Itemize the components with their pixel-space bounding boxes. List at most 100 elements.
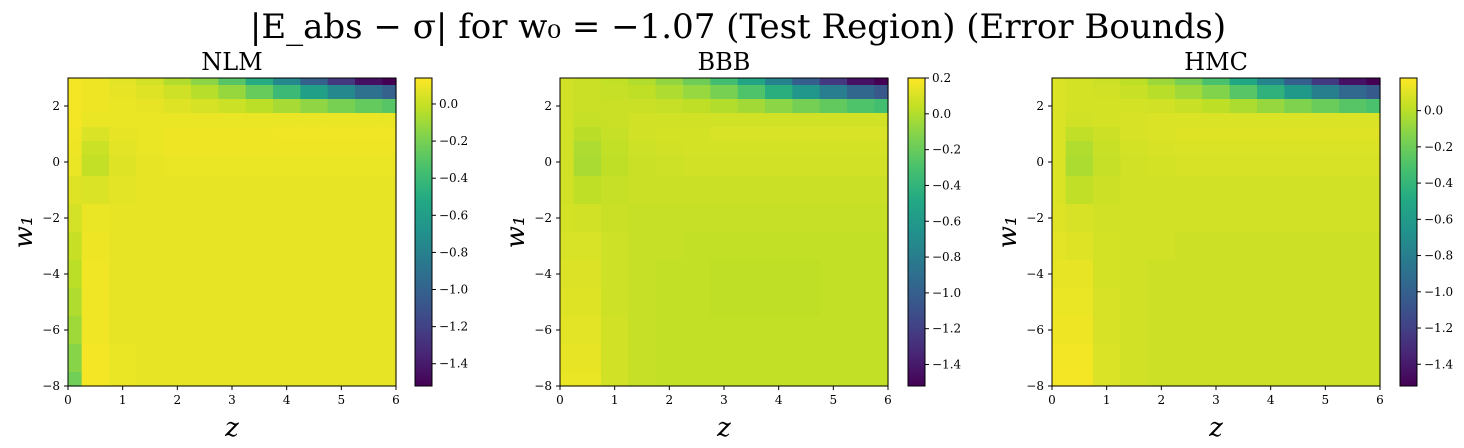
y-tick-label: −2 [42,211,60,225]
heatmap-cell [874,372,889,387]
heatmap-cell [1284,204,1313,233]
heatmap-cell [1284,155,1313,177]
heatmap-cell [847,155,875,177]
heatmap-cell [628,260,657,289]
heatmap-cell [792,232,821,261]
heatmap-cell [218,85,247,100]
heatmap-cell [765,78,793,86]
heatmap-cell [1257,127,1285,142]
heatmap-cell [710,176,739,205]
heatmap-cell [163,127,192,142]
y-tick-label: −2 [534,211,552,225]
heatmap-cell [68,344,83,373]
y-tick-label: −8 [1026,379,1044,393]
heatmap-cell [1229,99,1258,114]
heatmap-cell [1093,155,1121,177]
heatmap-cell [1339,141,1367,156]
heatmap-cell [109,176,137,205]
heatmap-cell [1093,260,1121,289]
heatmap-cell [1065,141,1094,156]
heatmap-cell [601,372,629,387]
heatmap-cell [1229,127,1258,142]
heatmap-cell [136,85,165,100]
y-axis-label: w₁ [501,216,531,249]
heatmap-cell [327,260,356,289]
heatmap-cell [792,113,821,128]
heatmap-cell [1093,85,1121,100]
heatmap-cell [1339,127,1367,142]
colorbar-tick-label: −1.2 [1424,321,1453,335]
heatmap-cell [1257,288,1285,317]
heatmap-cell [1229,260,1258,289]
heatmap-cell [1311,78,1340,86]
heatmap-cell [136,155,165,177]
heatmap-cell [273,85,301,100]
x-tick-label: 1 [611,393,619,407]
heatmap-cell [792,260,821,289]
heatmap-cell [1175,78,1203,86]
heatmap-cell [81,85,110,100]
heatmap-cell [601,113,629,128]
heatmap-cell [601,344,629,373]
heatmap-cell [1366,127,1381,142]
heatmap-cell [1175,127,1203,142]
heatmap-cell [136,99,165,114]
heatmap-cell [109,372,137,387]
heatmap-cell [136,344,165,373]
heatmap-cell [382,344,397,373]
heatmap-cell [1052,344,1067,373]
heatmap-cells [1052,78,1381,387]
heatmap-panel-bbb: 0 1 2 3 4 5 6 −8 −6 −4 −2 0 2 BBB z w₁ 0.2 0.0 −0.2 −0.4 −0.… [501,48,962,443]
heatmap-cell [819,78,848,86]
heatmap-cell [1311,176,1340,205]
heatmap-cell [191,232,219,261]
heatmap-cell [355,372,383,387]
heatmap-cell [1065,204,1094,233]
heatmap-cell [327,85,356,100]
heatmap-cell [273,316,301,345]
heatmap-cell [792,344,821,373]
heatmap-cell [1366,155,1381,177]
heatmap-cell [273,288,301,317]
heatmap-cell [1311,316,1340,345]
heatmap-cell [1202,85,1231,100]
x-tick-label: 0 [1048,393,1056,407]
heatmap-cell [683,127,711,142]
heatmap-cell [1052,78,1067,86]
heatmap-cell [68,204,83,233]
heatmap-cell [573,372,602,387]
panel-title: BBB [698,48,751,76]
colorbar-tick-label: −1.4 [932,358,962,372]
colorbar-tick-label: −0.4 [932,178,962,192]
heatmap-cell [655,372,684,387]
heatmap-cell [601,127,629,142]
heatmap-cell [81,176,110,205]
heatmap-cell [68,141,83,156]
heatmap-cell [273,127,301,142]
colorbar-tick-label: −0.2 [1424,140,1453,154]
x-tick-label: 3 [720,393,728,407]
heatmap-cell [1311,85,1340,100]
heatmap-cell [1147,127,1176,142]
heatmap-cell [847,288,875,317]
heatmap-cell [819,85,848,100]
colorbar-tick-label: −0.2 [932,143,961,157]
heatmap-cell [1147,316,1176,345]
heatmap-cell [710,141,739,156]
heatmap-cell [300,176,329,205]
heatmap-cell [737,113,766,128]
heatmap-cell [1120,127,1149,142]
heatmap-cell [1093,127,1121,142]
x-tick-label: 5 [338,393,346,407]
heatmap-cell [683,232,711,261]
heatmap-cell [1093,288,1121,317]
heatmap-cell [560,155,575,177]
heatmap-cell [737,85,766,100]
heatmap-cell [1052,99,1067,114]
heatmap-cell [1065,344,1094,373]
heatmap-cell [355,78,383,86]
colorbar-tick-label: −1.2 [932,322,961,336]
heatmap-cell [68,127,83,142]
heatmap-cell [163,204,192,233]
heatmap-cell [1366,316,1381,345]
